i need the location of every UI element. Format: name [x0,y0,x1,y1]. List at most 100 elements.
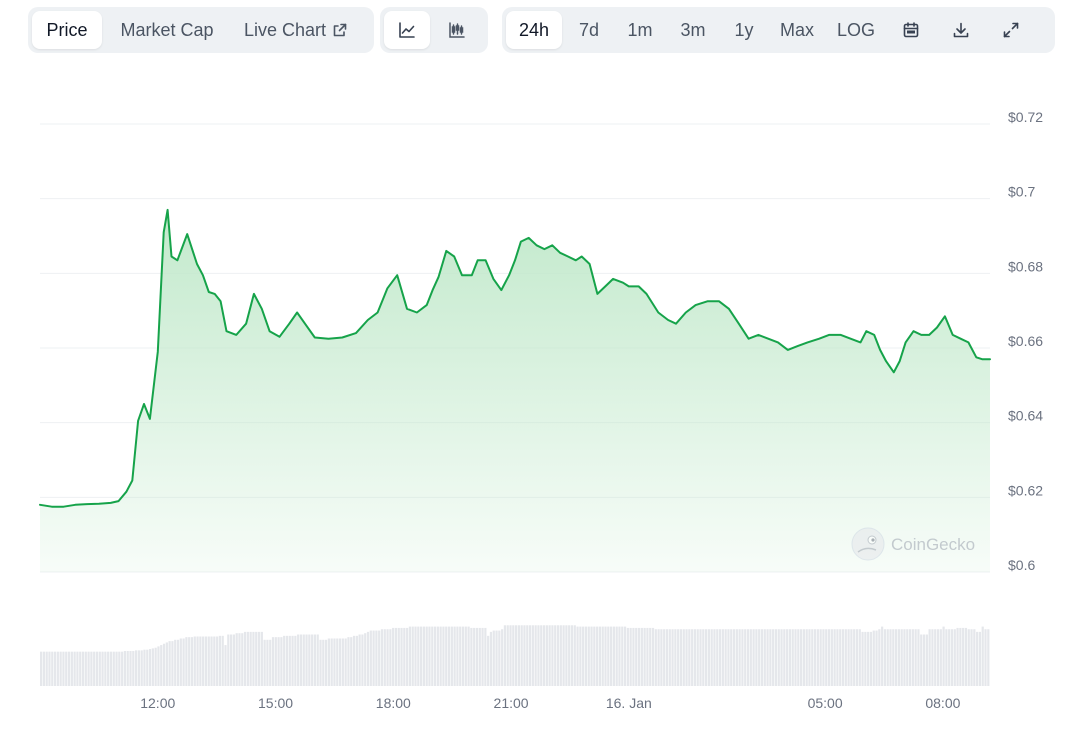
volume-bar [741,629,744,686]
volume-bar [322,639,325,686]
volume-bar [121,651,124,686]
volume-bar [42,651,45,686]
volume-bar [132,651,135,686]
fullscreen-button[interactable] [988,11,1034,49]
volume-bar [565,625,568,686]
volume-bar [260,631,263,686]
volume-bar [696,629,699,686]
y-tick-label: $0.64 [1008,408,1043,424]
volume-bar [428,626,431,686]
volume-bar [450,626,453,686]
volume-bar [573,625,576,686]
y-tick-label: $0.7 [1008,184,1035,200]
volume-bar [467,626,470,686]
volume-bar [660,629,663,686]
volume-bar [347,637,350,686]
volume-bar [760,629,764,686]
volume-bar [204,636,208,686]
volume-bar [123,651,127,686]
volume-bar [283,635,286,686]
volume-bar [503,625,507,686]
volume-bar [816,629,819,686]
volume-bar [383,629,386,686]
volume-bar [526,625,529,686]
volume-bar [193,636,196,686]
volume-bar [118,651,121,686]
volume-bar [210,636,213,686]
volume-bar [269,639,272,686]
volume-bar [305,634,308,686]
volume-bar [224,645,227,686]
volume-bar [774,629,778,686]
x-axis: 12:00 15:00 18:00 21:00 16. Jan 05:00 08:00 [140,695,960,711]
line-chart-button[interactable] [384,11,430,49]
volume-bar [783,629,786,686]
volume-bar [786,629,789,686]
volume-bar [101,651,104,686]
volume-bar [596,626,599,686]
volume-bar [439,626,442,686]
tab-market-cap[interactable]: Market Cap [106,11,228,49]
volume-bar [319,639,322,686]
volume-bar [62,651,65,686]
volume-bar [361,634,364,686]
volume-bar [327,638,330,686]
volume-bar [394,627,398,686]
volume-bar [277,637,280,686]
volume-bar [285,635,289,686]
volume-bar [255,631,258,686]
volume-bar [213,636,216,686]
volume-bar [148,649,152,686]
date-range-button[interactable] [888,11,934,49]
range-7d-button[interactable]: 7d [566,11,612,49]
volume-bar [976,631,979,686]
log-scale-button[interactable]: LOG [828,11,884,49]
range-group: 24h 7d 1m 3m 1y Max LOG [502,7,1055,53]
volume-bar [970,629,973,686]
tab-price-label: Price [46,19,88,40]
range-max-button[interactable]: Max [770,11,824,49]
volume-bar [830,629,833,686]
volume-bar [808,629,811,686]
volume-bar [582,626,585,686]
volume-bar [878,629,881,686]
range-3m-button[interactable]: 3m [668,11,718,49]
y-tick-label: $0.6 [1008,557,1035,573]
volume-bar [610,626,613,686]
range-24h-button[interactable]: 24h [506,11,562,49]
volume-bar [607,626,610,686]
volume-bar [931,629,934,686]
range-1m-button[interactable]: 1m [616,11,664,49]
x-tick-label: 05:00 [808,695,843,711]
volume-bar [311,634,314,686]
volume-bar [90,651,93,686]
volume-bar [436,626,439,686]
volume-bar [791,629,794,686]
y-axis: $0.72 $0.7 $0.68 $0.66 $0.64 $0.62 $0.6 [1008,109,1043,573]
download-button[interactable] [938,11,984,49]
volume-bar [724,629,727,686]
volume-bar [844,629,847,686]
volume-bar [271,637,275,686]
volume-bar [732,629,736,686]
volume-bar [87,651,90,686]
tab-price[interactable]: Price [32,11,102,49]
volume-bar [232,634,235,686]
volume-bar [263,639,266,686]
volume-bar [515,625,518,686]
volume-bar [294,635,297,686]
volume-bar [548,625,551,686]
volume-bar [227,634,230,686]
volume-bar [688,629,691,686]
tab-live-chart[interactable]: Live Chart [232,11,360,49]
volume-bar [291,635,294,686]
volume-bar [875,630,878,686]
volume-bar [864,631,867,686]
volume-bar [179,638,182,686]
volume-bar [841,629,845,686]
candlestick-chart-button[interactable] [434,11,480,49]
range-1y-button[interactable]: 1y [722,11,766,49]
volume-bar [542,625,546,686]
volume-bar [953,629,956,686]
